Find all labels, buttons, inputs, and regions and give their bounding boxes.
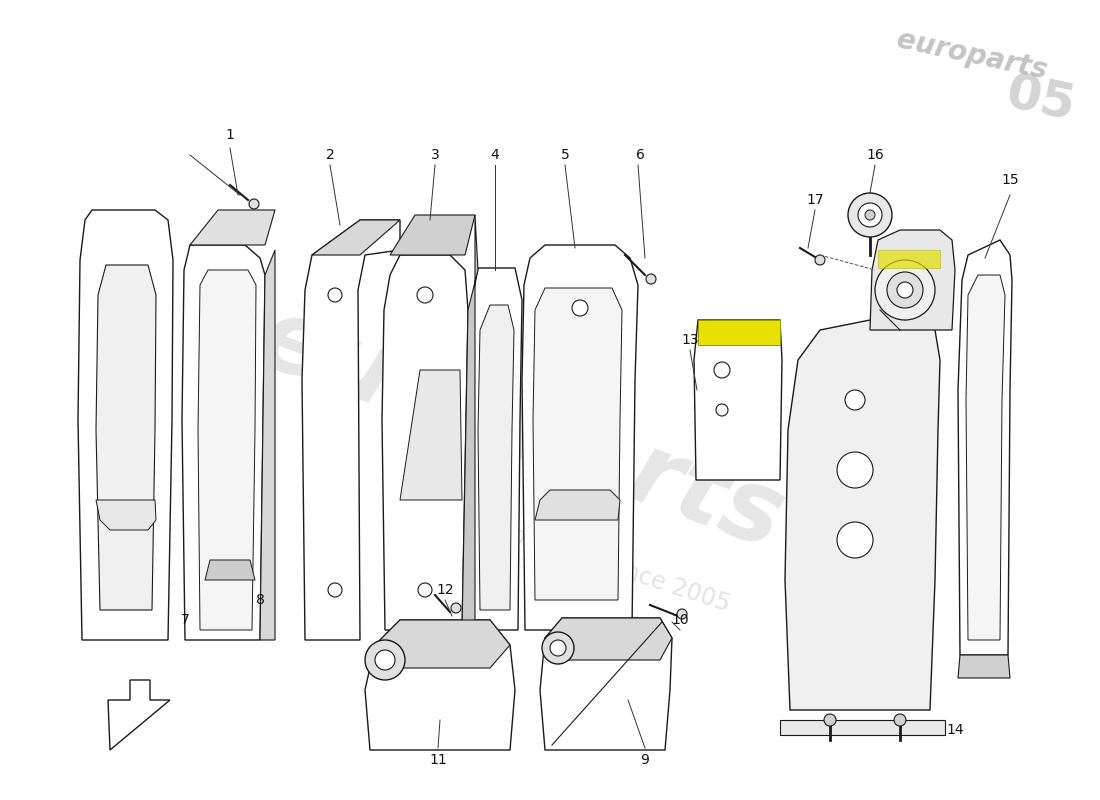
Polygon shape <box>96 265 156 610</box>
Text: 17: 17 <box>806 193 824 207</box>
Circle shape <box>646 274 656 284</box>
Polygon shape <box>780 720 945 735</box>
Polygon shape <box>698 320 780 345</box>
Polygon shape <box>535 490 620 520</box>
Circle shape <box>848 193 892 237</box>
Circle shape <box>550 640 566 656</box>
Text: 9: 9 <box>640 753 649 767</box>
Polygon shape <box>544 618 672 660</box>
Polygon shape <box>182 245 265 640</box>
Text: a passion for parts since 2005: a passion for parts since 2005 <box>386 483 734 617</box>
Circle shape <box>542 632 574 664</box>
Text: 3: 3 <box>430 148 439 162</box>
Polygon shape <box>870 230 955 330</box>
Circle shape <box>887 272 923 308</box>
Polygon shape <box>96 500 156 530</box>
Circle shape <box>815 255 825 265</box>
Polygon shape <box>966 275 1005 640</box>
Circle shape <box>714 362 730 378</box>
Circle shape <box>328 288 342 302</box>
Polygon shape <box>312 220 400 255</box>
Polygon shape <box>382 255 468 630</box>
Polygon shape <box>878 250 940 268</box>
Polygon shape <box>190 210 275 245</box>
Text: 1: 1 <box>226 128 234 142</box>
Polygon shape <box>400 370 462 500</box>
Text: 7: 7 <box>180 613 189 627</box>
Circle shape <box>328 583 342 597</box>
Circle shape <box>418 583 432 597</box>
Circle shape <box>874 260 935 320</box>
Circle shape <box>572 300 588 316</box>
Text: 16: 16 <box>866 148 884 162</box>
Polygon shape <box>958 240 1012 655</box>
Polygon shape <box>108 680 170 750</box>
Text: europarts: europarts <box>894 26 1050 85</box>
Circle shape <box>365 640 405 680</box>
Polygon shape <box>78 210 173 640</box>
Text: 5: 5 <box>561 148 570 162</box>
Polygon shape <box>198 270 256 630</box>
Circle shape <box>824 714 836 726</box>
Text: 05: 05 <box>1002 70 1080 130</box>
Circle shape <box>837 522 873 558</box>
Circle shape <box>451 603 461 613</box>
Polygon shape <box>785 310 940 710</box>
Polygon shape <box>365 620 515 750</box>
Text: 4: 4 <box>491 148 499 162</box>
Circle shape <box>375 650 395 670</box>
Text: 2: 2 <box>326 148 334 162</box>
Text: 15: 15 <box>1001 173 1019 187</box>
Polygon shape <box>534 288 622 600</box>
Circle shape <box>865 210 874 220</box>
Text: 6: 6 <box>636 148 645 162</box>
Polygon shape <box>205 560 255 580</box>
Polygon shape <box>302 220 400 640</box>
Text: 14: 14 <box>946 723 964 737</box>
Polygon shape <box>958 655 1010 678</box>
Text: 10: 10 <box>671 613 689 627</box>
Polygon shape <box>540 618 672 750</box>
Circle shape <box>894 714 906 726</box>
Circle shape <box>676 609 688 619</box>
Text: 13: 13 <box>681 333 698 347</box>
Text: 11: 11 <box>429 753 447 767</box>
Polygon shape <box>260 250 275 640</box>
Text: europarts: europarts <box>243 290 796 570</box>
Circle shape <box>249 199 258 209</box>
Polygon shape <box>390 215 475 255</box>
Circle shape <box>896 282 913 298</box>
Polygon shape <box>470 268 522 630</box>
Circle shape <box>845 390 865 410</box>
Polygon shape <box>694 320 782 480</box>
Polygon shape <box>462 215 478 630</box>
Text: 12: 12 <box>437 583 454 597</box>
Polygon shape <box>375 620 510 668</box>
Circle shape <box>858 203 882 227</box>
Circle shape <box>417 287 433 303</box>
Polygon shape <box>478 305 514 610</box>
Text: 8: 8 <box>255 593 264 607</box>
Circle shape <box>837 452 873 488</box>
Polygon shape <box>522 245 638 630</box>
Circle shape <box>716 404 728 416</box>
